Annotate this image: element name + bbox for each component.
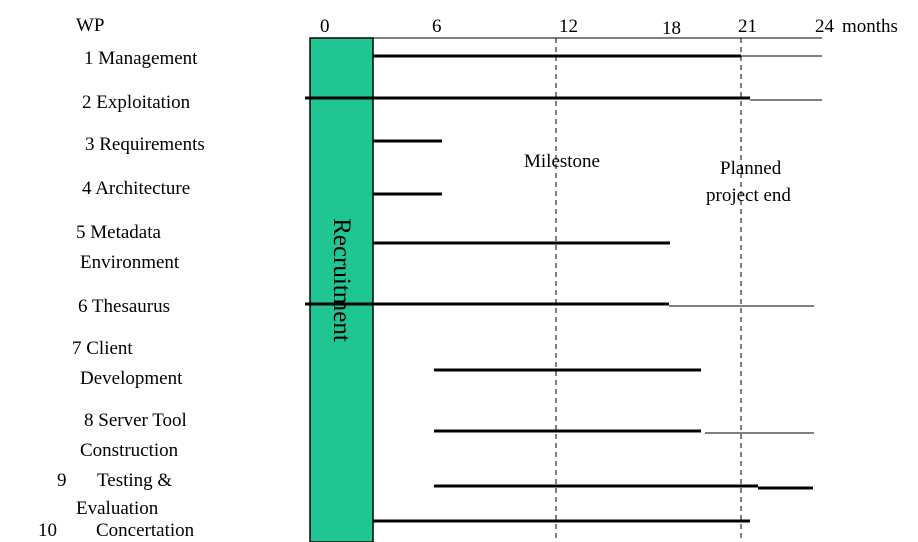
unit-label: months bbox=[842, 16, 898, 37]
wp-6-label: 6 Thesaurus bbox=[78, 296, 171, 317]
wp-8-label-line2: Construction bbox=[80, 440, 179, 461]
wp-9-label-line2: Evaluation bbox=[76, 498, 159, 519]
wp-8-label: 8 Server Tool bbox=[84, 410, 187, 431]
wp-9-label: Testing & bbox=[97, 470, 173, 491]
planned-end-label-line2: project end bbox=[706, 185, 791, 206]
wp-4-label: 4 Architecture bbox=[82, 178, 191, 199]
wp-5-label: 5 Metadata bbox=[76, 222, 161, 243]
recruitment-bar bbox=[309, 37, 374, 542]
planned-end-label: Planned bbox=[720, 158, 782, 179]
recruitment-label: Recruitment bbox=[328, 218, 355, 342]
milestone-label: Milestone bbox=[524, 151, 600, 172]
tick-18: 18 bbox=[662, 18, 681, 39]
wp-3-label: 3 Requirements bbox=[85, 134, 205, 155]
wp-10-number: 10 bbox=[38, 520, 57, 541]
wp-10-label: Concertation bbox=[96, 520, 195, 541]
tick-21: 21 bbox=[738, 16, 757, 37]
wp-7-label: 7 Client bbox=[72, 338, 133, 359]
wp-2-label: 2 Exploitation bbox=[82, 92, 191, 113]
wp-header: WP bbox=[76, 15, 105, 36]
tick-6: 6 bbox=[432, 16, 442, 37]
tick-24: 24 bbox=[815, 16, 834, 37]
wp-7-label-line2: Development bbox=[80, 368, 183, 389]
wp-5-label-line2: Environment bbox=[80, 252, 180, 273]
wp-9-number: 9 bbox=[57, 470, 67, 491]
tick-12: 12 bbox=[559, 16, 578, 37]
tick-0: 0 bbox=[320, 16, 330, 37]
wp-1-label: 1 Management bbox=[84, 48, 198, 69]
